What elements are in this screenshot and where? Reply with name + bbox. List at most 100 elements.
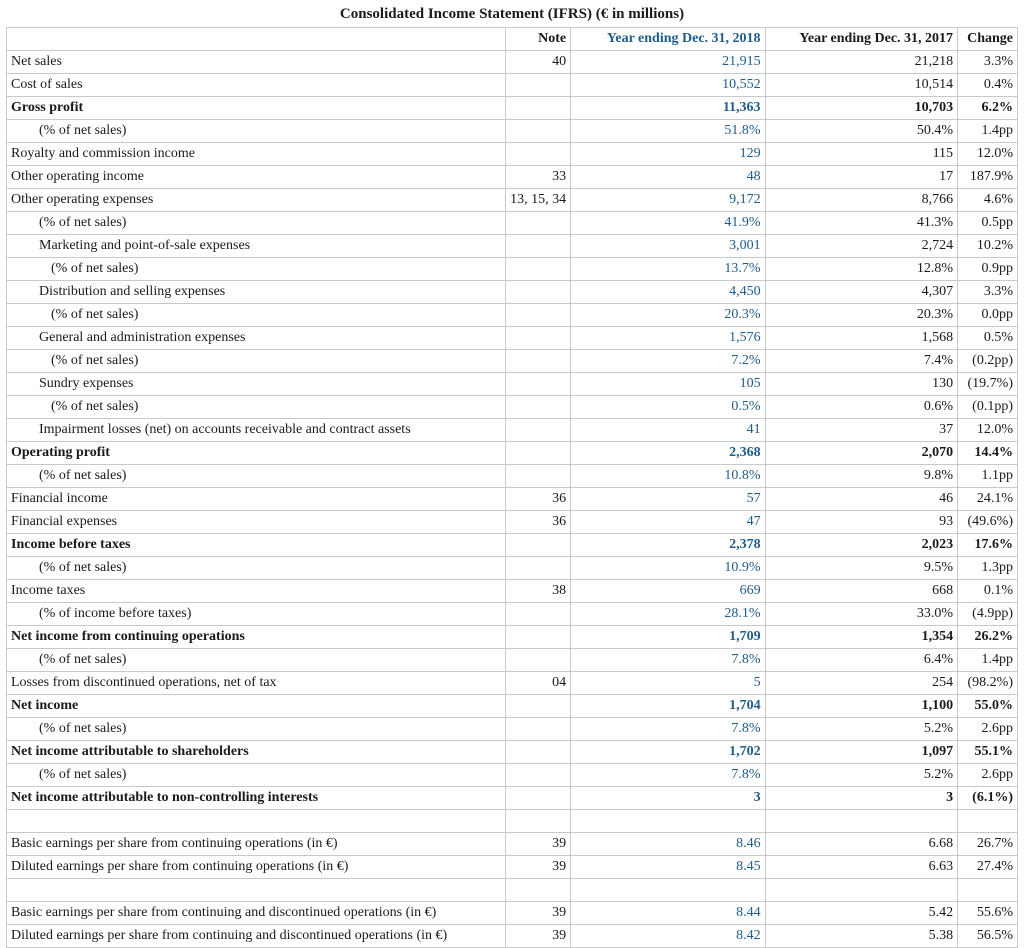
- col-header-2018: Year ending Dec. 31, 2018: [571, 28, 765, 51]
- row-2018: 10.8%: [571, 465, 765, 488]
- row-2018: 8.46: [571, 833, 765, 856]
- row-2017: 1,568: [765, 327, 958, 350]
- row-2017: 5.38: [765, 925, 958, 948]
- row-change: (49.6%): [958, 511, 1018, 534]
- row-2018: 13.7%: [571, 258, 765, 281]
- table-row: Impairment losses (net) on accounts rece…: [7, 419, 1018, 442]
- row-change: 1.3pp: [958, 557, 1018, 580]
- row-label: Losses from discontinued operations, net…: [7, 672, 506, 695]
- table-row: Net income from continuing operations1,7…: [7, 626, 1018, 649]
- row-2018: 7.8%: [571, 718, 765, 741]
- row-2018: 0.5%: [571, 396, 765, 419]
- row-note: [506, 787, 571, 810]
- table-row: (% of net sales)10.9%9.5%1.3pp: [7, 557, 1018, 580]
- table-row: (% of net sales)10.8%9.8%1.1pp: [7, 465, 1018, 488]
- table-row: (% of income before taxes)28.1%33.0%(4.9…: [7, 603, 1018, 626]
- row-change: 55.1%: [958, 741, 1018, 764]
- row-2017: 10,514: [765, 74, 958, 97]
- row-2018: 8.44: [571, 902, 765, 925]
- row-note: [506, 396, 571, 419]
- row-2018: 2,368: [571, 442, 765, 465]
- row-2017: 37: [765, 419, 958, 442]
- row-2018: 28.1%: [571, 603, 765, 626]
- row-2018: 3,001: [571, 235, 765, 258]
- table-row: Losses from discontinued operations, net…: [7, 672, 1018, 695]
- row-2018: 10,552: [571, 74, 765, 97]
- row-note: 36: [506, 511, 571, 534]
- row-2017: 2,023: [765, 534, 958, 557]
- row-2018: 5: [571, 672, 765, 695]
- row-2018: 3: [571, 787, 765, 810]
- row-label: (% of net sales): [7, 396, 506, 419]
- row-change: 26.7%: [958, 833, 1018, 856]
- table-row: (% of net sales)51.8%50.4%1.4pp: [7, 120, 1018, 143]
- table-row: Diluted earnings per share from continui…: [7, 925, 1018, 948]
- row-label: Basic earnings per share from continuing…: [7, 833, 506, 856]
- table-row: (% of net sales)7.8%5.2%2.6pp: [7, 764, 1018, 787]
- row-label: Net income attributable to non-controlli…: [7, 787, 506, 810]
- row-label: (% of net sales): [7, 764, 506, 787]
- col-header-2017: Year ending Dec. 31, 2017: [765, 28, 958, 51]
- row-2017: 12.8%: [765, 258, 958, 281]
- row-change: (98.2%): [958, 672, 1018, 695]
- table-row: (% of net sales)0.5%0.6%(0.1pp): [7, 396, 1018, 419]
- table-row: Net income1,7041,10055.0%: [7, 695, 1018, 718]
- row-2018: 48: [571, 166, 765, 189]
- table-row: (% of net sales)7.8%5.2%2.6pp: [7, 718, 1018, 741]
- row-change: 0.4%: [958, 74, 1018, 97]
- row-note: [506, 810, 571, 833]
- table-row: Net income attributable to shareholders1…: [7, 741, 1018, 764]
- row-2018: 10.9%: [571, 557, 765, 580]
- table-row: Gross profit11,36310,7036.2%: [7, 97, 1018, 120]
- row-2017: 6.68: [765, 833, 958, 856]
- row-change: [958, 879, 1018, 902]
- row-label: Marketing and point-of-sale expenses: [7, 235, 506, 258]
- table-row: (% of net sales)7.2%7.4%(0.2pp): [7, 350, 1018, 373]
- row-note: [506, 281, 571, 304]
- row-change: (0.1pp): [958, 396, 1018, 419]
- row-2017: 130: [765, 373, 958, 396]
- row-2018: 8.42: [571, 925, 765, 948]
- row-note: [506, 879, 571, 902]
- row-note: 33: [506, 166, 571, 189]
- table-row: Financial income36574624.1%: [7, 488, 1018, 511]
- row-note: 39: [506, 856, 571, 879]
- row-label: Financial expenses: [7, 511, 506, 534]
- row-change: 14.4%: [958, 442, 1018, 465]
- row-note: [506, 718, 571, 741]
- table-row: Distribution and selling expenses4,4504,…: [7, 281, 1018, 304]
- row-2017: 6.4%: [765, 649, 958, 672]
- row-change: 55.6%: [958, 902, 1018, 925]
- row-change: 55.0%: [958, 695, 1018, 718]
- row-note: [506, 626, 571, 649]
- row-note: [506, 373, 571, 396]
- row-note: 04: [506, 672, 571, 695]
- row-2018: [571, 810, 765, 833]
- row-2018: 57: [571, 488, 765, 511]
- row-2018: 4,450: [571, 281, 765, 304]
- row-note: [506, 327, 571, 350]
- row-change: 0.5pp: [958, 212, 1018, 235]
- row-label: Royalty and commission income: [7, 143, 506, 166]
- row-change: 12.0%: [958, 143, 1018, 166]
- row-2017: 115: [765, 143, 958, 166]
- row-2017: 9.5%: [765, 557, 958, 580]
- row-label: Impairment losses (net) on accounts rece…: [7, 419, 506, 442]
- row-note: [506, 649, 571, 672]
- row-note: [506, 603, 571, 626]
- table-row: Income taxes386696680.1%: [7, 580, 1018, 603]
- row-label: Gross profit: [7, 97, 506, 120]
- row-change: 3.3%: [958, 51, 1018, 74]
- row-2018: 1,576: [571, 327, 765, 350]
- row-2018: 9,172: [571, 189, 765, 212]
- row-2018: 7.2%: [571, 350, 765, 373]
- row-note: [506, 258, 571, 281]
- row-2018: 41: [571, 419, 765, 442]
- table-row: Diluted earnings per share from continui…: [7, 856, 1018, 879]
- row-change: (0.2pp): [958, 350, 1018, 373]
- row-2017: 9.8%: [765, 465, 958, 488]
- row-label: [7, 810, 506, 833]
- row-change: 56.5%: [958, 925, 1018, 948]
- row-2018: 47: [571, 511, 765, 534]
- col-header-label: [7, 28, 506, 51]
